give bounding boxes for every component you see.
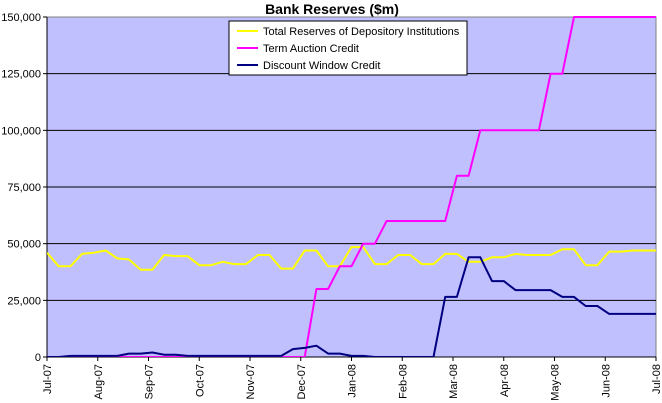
y-tick-label: 0 [35,352,41,364]
legend-label: Total Reserves of Depository Institution… [263,26,460,38]
x-tick-label: Aug-07 [93,364,105,399]
y-tick-label: 125,000 [1,69,41,81]
x-tick-label: May-08 [550,364,562,401]
y-tick-label: 100,000 [1,125,41,137]
x-tick-label: Dec-07 [296,364,308,399]
x-tick-label: Mar-08 [448,364,460,399]
legend-box [228,20,468,76]
x-tick-label: Sep-07 [144,364,156,399]
x-tick-label: Jul-08 [651,364,662,394]
legend-label: Term Auction Credit [263,43,359,55]
x-tick-label: Jul-07 [42,364,54,394]
y-tick-label: 150,000 [1,12,41,24]
series-layer [47,16,656,357]
legend-label: Discount Window Credit [263,60,380,72]
series-line-3 [47,256,656,357]
x-tick-label: Feb-08 [397,364,409,399]
x-tick-label: Jan-08 [347,364,359,398]
x-tick-label: Apr-08 [499,364,511,397]
x-tick-label: Jun-08 [600,364,612,398]
chart-title: Bank Reserves ($m) [265,1,399,17]
x-axis: Jul-07 Aug-07 Sep-07 Oct-07 Nov-07 Dec-07 Jan-… [42,356,662,401]
y-axis: 0 25,000 50,000 75,000 100,000 125,000 150,000 [1,12,48,364]
y-tick-label: 50,000 [7,239,41,251]
y-tick-label: 75,000 [7,182,41,194]
x-tick-label: Oct-07 [194,364,206,397]
series-line-1 [47,246,656,271]
x-tick-label: Nov-07 [245,364,257,399]
series-line-2 [47,16,656,357]
y-tick-label: 25,000 [7,295,41,307]
legend: Total Reserves of Depository Institution… [228,20,468,76]
